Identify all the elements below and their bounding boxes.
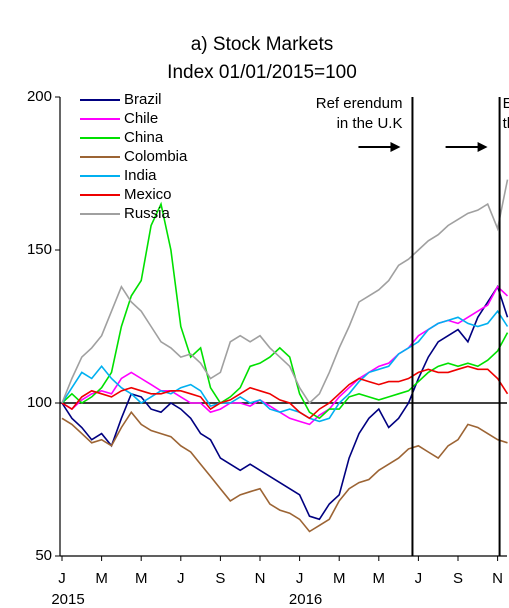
legend-label: Colombia (124, 148, 188, 165)
x-tick-label: J (58, 570, 66, 587)
x-tick-label: M (333, 570, 346, 587)
year-label: 2015 (51, 591, 84, 608)
y-tick-label: 150 (27, 241, 52, 258)
year-label: 2016 (289, 591, 322, 608)
x-tick-label: M (373, 570, 386, 587)
x-tick-label: S (453, 570, 463, 587)
legend-label: Russia (124, 205, 171, 222)
x-tick-label: J (296, 570, 304, 587)
annotation-text: the U.S. (503, 115, 509, 132)
annotation-text: in the U.K (337, 115, 403, 132)
annotation-text: Elections in (503, 95, 509, 112)
legend-label: India (124, 167, 157, 184)
series-line (61, 201, 509, 420)
x-tick-label: J (415, 570, 423, 587)
annotation-arrowhead (477, 142, 488, 152)
legend-label: Chile (124, 110, 158, 127)
legend-label: China (124, 129, 164, 146)
x-tick-label: S (215, 570, 225, 587)
legend-label: Brazil (124, 91, 162, 108)
series-line (61, 284, 509, 521)
series-line (61, 365, 509, 420)
chart-title: a) Stock Markets (191, 34, 334, 55)
series-line (61, 410, 508, 533)
x-tick-label: N (492, 570, 503, 587)
x-tick-label: J (177, 570, 185, 587)
x-tick-label: M (135, 570, 148, 587)
chart-subtitle: Index 01/01/2015=100 (167, 62, 357, 83)
y-tick-label: 100 (27, 394, 52, 411)
series-line (61, 179, 509, 405)
legend-label: Mexico (124, 186, 172, 203)
y-tick-label: 200 (27, 88, 52, 105)
annotation-text: Ref erendum (316, 95, 403, 112)
x-tick-label: M (95, 570, 108, 587)
annotation-arrowhead (390, 142, 401, 152)
series-line (61, 309, 509, 423)
x-tick-label: N (255, 570, 266, 587)
y-tick-label: 50 (35, 547, 52, 564)
